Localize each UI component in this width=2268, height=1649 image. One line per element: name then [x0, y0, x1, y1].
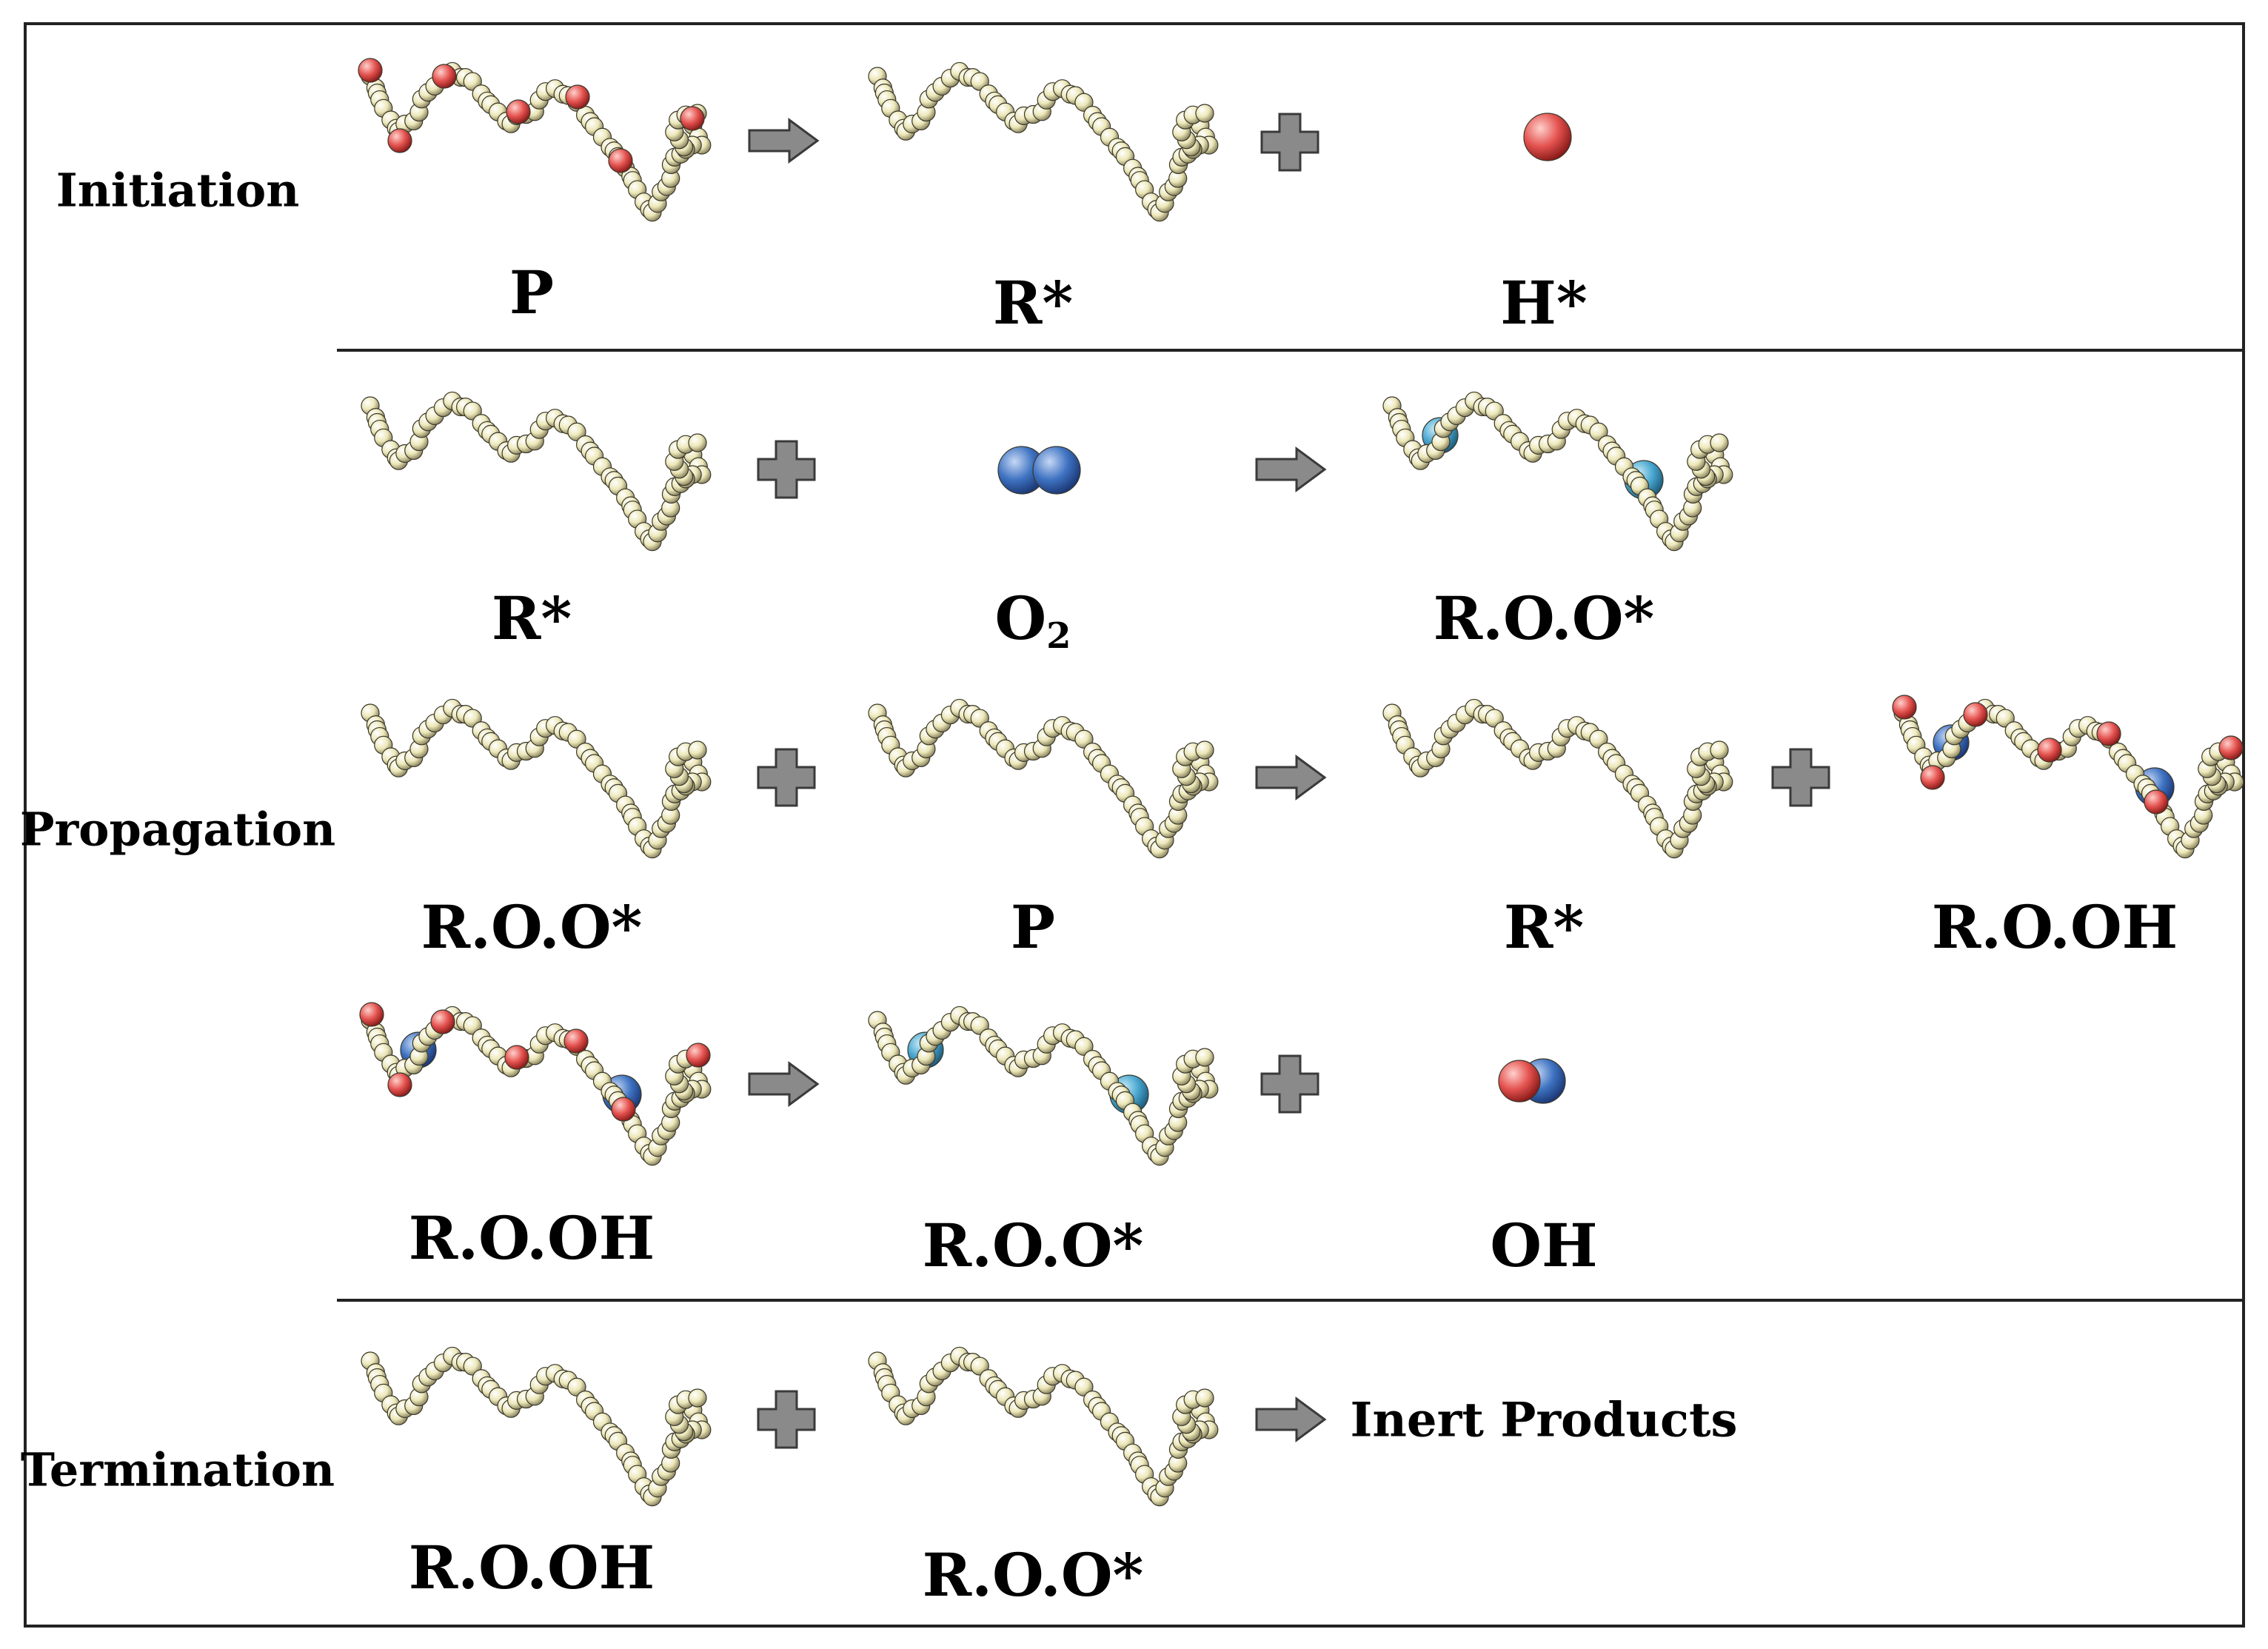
- hydroperoxide-molecule: [361, 1346, 712, 1507]
- label-r-radical: R*: [491, 583, 572, 653]
- label-p: P: [1010, 892, 1056, 962]
- plus-sign: [1771, 748, 1830, 807]
- polymer-p-molecule: [358, 58, 712, 222]
- peroxy-radical-molecule: [361, 698, 712, 859]
- peroxy-radical-molecule: [868, 1346, 1219, 1507]
- reaction-arrow: [1255, 446, 1327, 492]
- inert-products-label: Inert Products: [1350, 1392, 1738, 1448]
- label-o2: O2: [994, 583, 1071, 657]
- peroxy-radical-molecule: [1382, 391, 1733, 552]
- label-rooh: R.O.OH: [408, 1203, 655, 1273]
- label-roo-radical: R.O.O*: [922, 1540, 1144, 1610]
- radical-r-molecule: [868, 61, 1219, 222]
- peroxy-radical-molecule: [868, 1006, 1219, 1166]
- oxygen-molecule: [997, 446, 1081, 495]
- stage-initiation-label: Initiation: [56, 163, 300, 218]
- stage-termination-label: Termination: [20, 1442, 335, 1497]
- plus-sign: [757, 1390, 816, 1449]
- label-roo-radical: R.O.O*: [421, 892, 643, 962]
- label-r-radical: R*: [992, 268, 1074, 338]
- reaction-arrow: [1255, 755, 1327, 800]
- label-h-radical: H*: [1500, 268, 1588, 338]
- reaction-arrow: [748, 1061, 820, 1107]
- plus-sign: [757, 748, 816, 807]
- reaction-arrow: [748, 118, 820, 164]
- polymer-p-molecule: [868, 698, 1219, 859]
- reaction-arrow: [1255, 1397, 1327, 1442]
- label-rooh: R.O.OH: [408, 1533, 655, 1602]
- hydroperoxide-molecule: [359, 1002, 712, 1166]
- label-roo-radical: R.O.O*: [1433, 583, 1655, 653]
- diagram-frame: [24, 22, 2245, 1628]
- label-rooh: R.O.OH: [1931, 892, 2178, 962]
- label-oh: OH: [1490, 1211, 1598, 1280]
- plus-sign: [757, 440, 816, 499]
- label-roo-radical: R.O.O*: [922, 1211, 1144, 1280]
- divider-propagation-termination: [337, 1299, 2245, 1302]
- hydroxyl-molecule: [1498, 1058, 1566, 1104]
- label-p: P: [509, 258, 555, 327]
- hydrogen-atom: [1523, 113, 1572, 161]
- divider-initiation-propagation: [337, 349, 2245, 352]
- hydroperoxide-molecule: [1892, 695, 2244, 859]
- label-r-radical: R*: [1503, 892, 1585, 962]
- plus-sign: [1260, 1054, 1319, 1114]
- plus-sign: [1260, 113, 1319, 172]
- stage-propagation-label: Propagation: [19, 802, 336, 857]
- radical-r-molecule: [361, 391, 712, 552]
- radical-r-molecule: [1382, 698, 1733, 859]
